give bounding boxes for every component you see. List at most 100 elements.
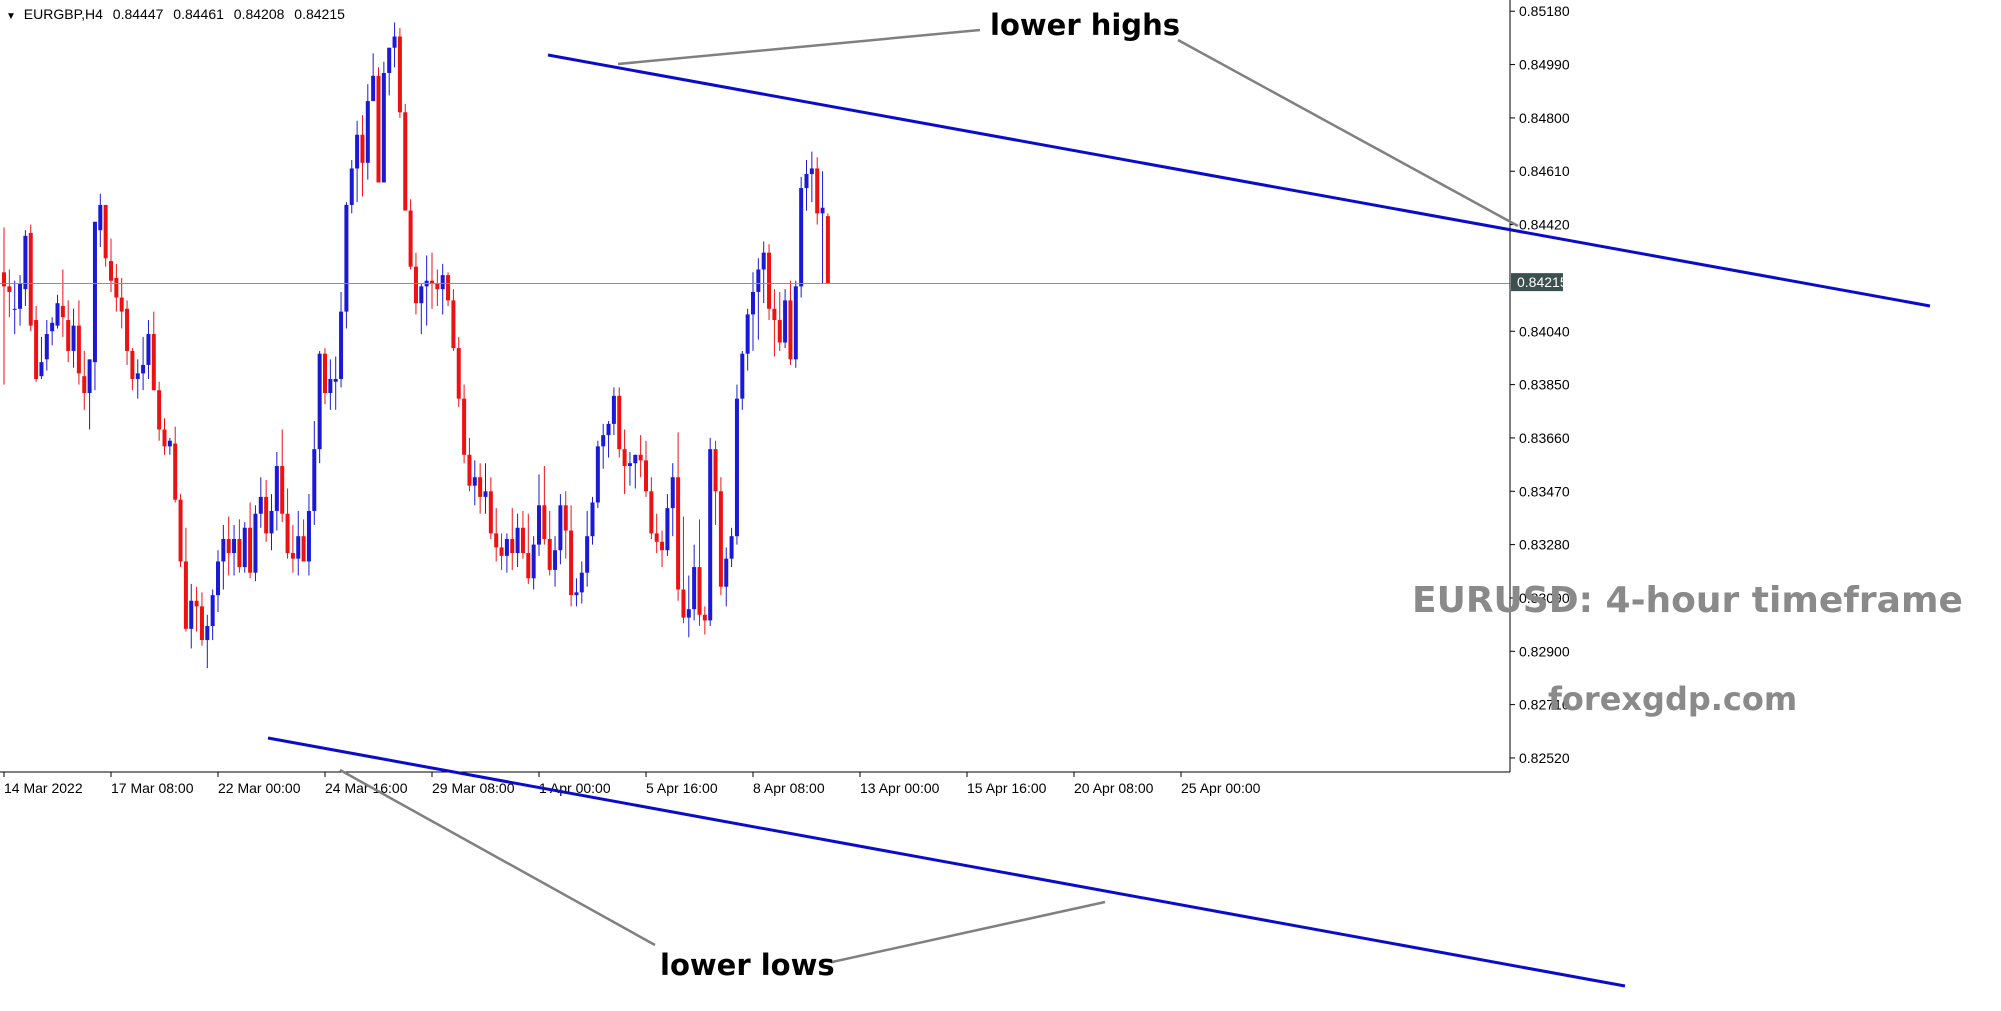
candle [98,193,103,248]
candle [60,269,65,337]
candle [783,289,788,349]
candle-body [60,305,65,318]
candle-body [125,308,130,351]
candle-body [87,359,92,394]
candle [734,384,739,545]
candle [349,160,354,214]
candle [520,510,525,559]
candle-body [590,502,595,537]
candle [221,524,226,590]
candle-body [274,466,279,511]
candle-body [446,275,451,301]
candle-body [478,477,483,497]
candle-body [103,204,108,259]
candle [285,488,290,559]
candle-body [611,395,616,424]
y-tick-label: 0.83470 [1519,483,1570,499]
y-tick-label: 0.82710 [1519,697,1570,713]
candle-body [167,440,172,447]
candle [135,359,140,399]
candle [825,213,830,284]
candle-body [660,541,665,551]
candle-body [633,454,638,464]
candle [50,317,55,346]
candle-body [258,496,263,514]
candle [478,463,483,514]
candle-body [515,527,520,554]
candle [724,547,729,607]
candle [574,578,579,607]
symbol-header: ▼ EURGBP,H4 0.84447 0.84461 0.84208 0.84… [6,6,345,22]
candle [199,592,204,646]
candle-body [360,134,365,163]
candle-body [788,300,793,360]
candle-body [627,463,632,467]
y-tick-label: 0.83850 [1519,377,1570,393]
candle [649,477,654,539]
candle-body [264,496,269,534]
candle [44,320,49,371]
x-tick-label: 24 Mar 16:00 [325,780,408,796]
candle-body [82,376,87,394]
candle [141,336,146,391]
candle-body [563,505,568,531]
candle [253,505,258,582]
candle [777,291,782,351]
candle [258,477,263,528]
candle [381,61,386,183]
candle [435,269,440,306]
candle [317,350,322,464]
candle-body [55,303,60,326]
candle [189,583,194,649]
candle-body [130,350,135,379]
candle-body [488,491,493,534]
candle [542,466,547,545]
candle [7,269,12,318]
candle-body [681,589,686,618]
x-tick-label: 29 Mar 08:00 [432,780,515,796]
candle-body [547,538,552,570]
candle-body [579,572,584,593]
candle [558,494,563,565]
candle-body [135,373,140,379]
candle-body [306,510,311,562]
candle-body [403,112,408,211]
candle-body [761,252,766,270]
candle-body [617,395,622,450]
y-tick-label: 0.83660 [1519,430,1570,446]
candle-body [183,561,188,629]
candle-body [242,527,247,568]
y-tick-label: 0.83280 [1519,537,1570,553]
candle [216,550,220,612]
candle-body [333,378,338,382]
candle-body [692,567,697,610]
candle [312,421,317,525]
lower-lows-pointer-right [831,900,1106,964]
candle-body [39,362,44,377]
candle-body [328,378,333,394]
candle [392,22,397,68]
candle [553,536,558,587]
lower-trendline [267,736,1626,988]
candle [761,241,766,304]
candle [205,614,210,669]
candle [76,300,81,385]
candle [34,305,39,382]
candle-body [799,188,804,287]
candle-body [50,322,55,332]
candle [2,227,6,385]
candle-body [210,595,215,627]
candle [167,437,172,455]
candle-body [767,252,772,309]
candle-body [820,207,825,214]
candle [365,84,370,180]
candle-body [23,235,28,290]
candle-body [66,320,71,351]
dropdown-triangle-icon[interactable]: ▼ [6,11,16,22]
candle-body [34,320,39,379]
candle [183,527,188,632]
candle-body [553,550,558,570]
candle-body [317,353,322,450]
